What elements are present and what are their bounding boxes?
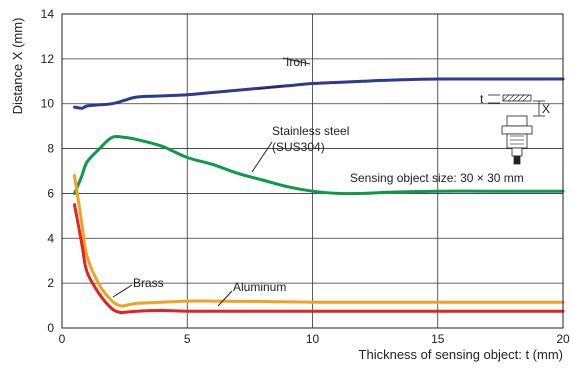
plot-frame xyxy=(61,13,564,329)
y-tick-label: 0 xyxy=(47,321,54,335)
y-tick-label: 2 xyxy=(47,276,54,290)
sensing-size-annotation: Sensing object size: 30 × 30 mm xyxy=(350,171,524,185)
y-tick-label: 4 xyxy=(47,231,54,245)
series-label-brass: Brass xyxy=(133,276,164,290)
iron-leader-line xyxy=(257,85,284,90)
series-line-aluminum xyxy=(73,203,565,315)
diagram-x-label: X xyxy=(542,102,550,116)
x-tick-label: 15 xyxy=(431,332,445,346)
aluminum-leader-line xyxy=(217,290,233,307)
tick-labels: 0 2 4 6 8 10 12 14 0 5 10 15 20 xyxy=(41,7,570,346)
series-label-iron: Iron xyxy=(286,55,307,69)
series-line-stainless-steel xyxy=(73,134,565,196)
x-axis-label: Thickness of sensing object: t (mm) xyxy=(359,347,563,362)
series-label-stainless-group: Stainless steel (SUS304) xyxy=(251,124,349,173)
diagram-t-label: t xyxy=(480,92,484,106)
series-label-aluminum: Aluminum xyxy=(233,280,286,294)
y-tick-label: 8 xyxy=(47,142,54,156)
y-tick-label: 6 xyxy=(47,186,54,200)
sensor-diagram-icon: t X xyxy=(480,92,550,165)
grid-lines xyxy=(62,14,563,328)
iron-leader-line-2 xyxy=(282,57,311,65)
stainless-leader-line xyxy=(251,141,273,173)
series-line-iron xyxy=(73,77,565,110)
series-label-aluminum-group: Aluminum xyxy=(217,280,286,307)
series-label-stainless-line2: (SUS304) xyxy=(272,140,325,154)
y-tick-label: 14 xyxy=(41,7,55,21)
y-tick-label: 12 xyxy=(41,52,55,66)
series-line-brass xyxy=(73,174,565,308)
series-label-iron-group: Iron xyxy=(257,55,311,90)
series-label-stainless-line1: Stainless steel xyxy=(272,124,349,138)
x-tick-label: 5 xyxy=(184,332,191,346)
series-label-brass-group: Brass xyxy=(112,276,164,298)
brass-leader-line xyxy=(112,284,133,298)
x-tick-label: 20 xyxy=(556,332,570,346)
x-tick-label: 0 xyxy=(59,332,66,346)
y-axis-label: Distance X (mm) xyxy=(10,18,25,115)
plot-series xyxy=(73,77,565,315)
x-tick-label: 10 xyxy=(306,332,320,346)
y-tick-label: 10 xyxy=(41,97,55,111)
